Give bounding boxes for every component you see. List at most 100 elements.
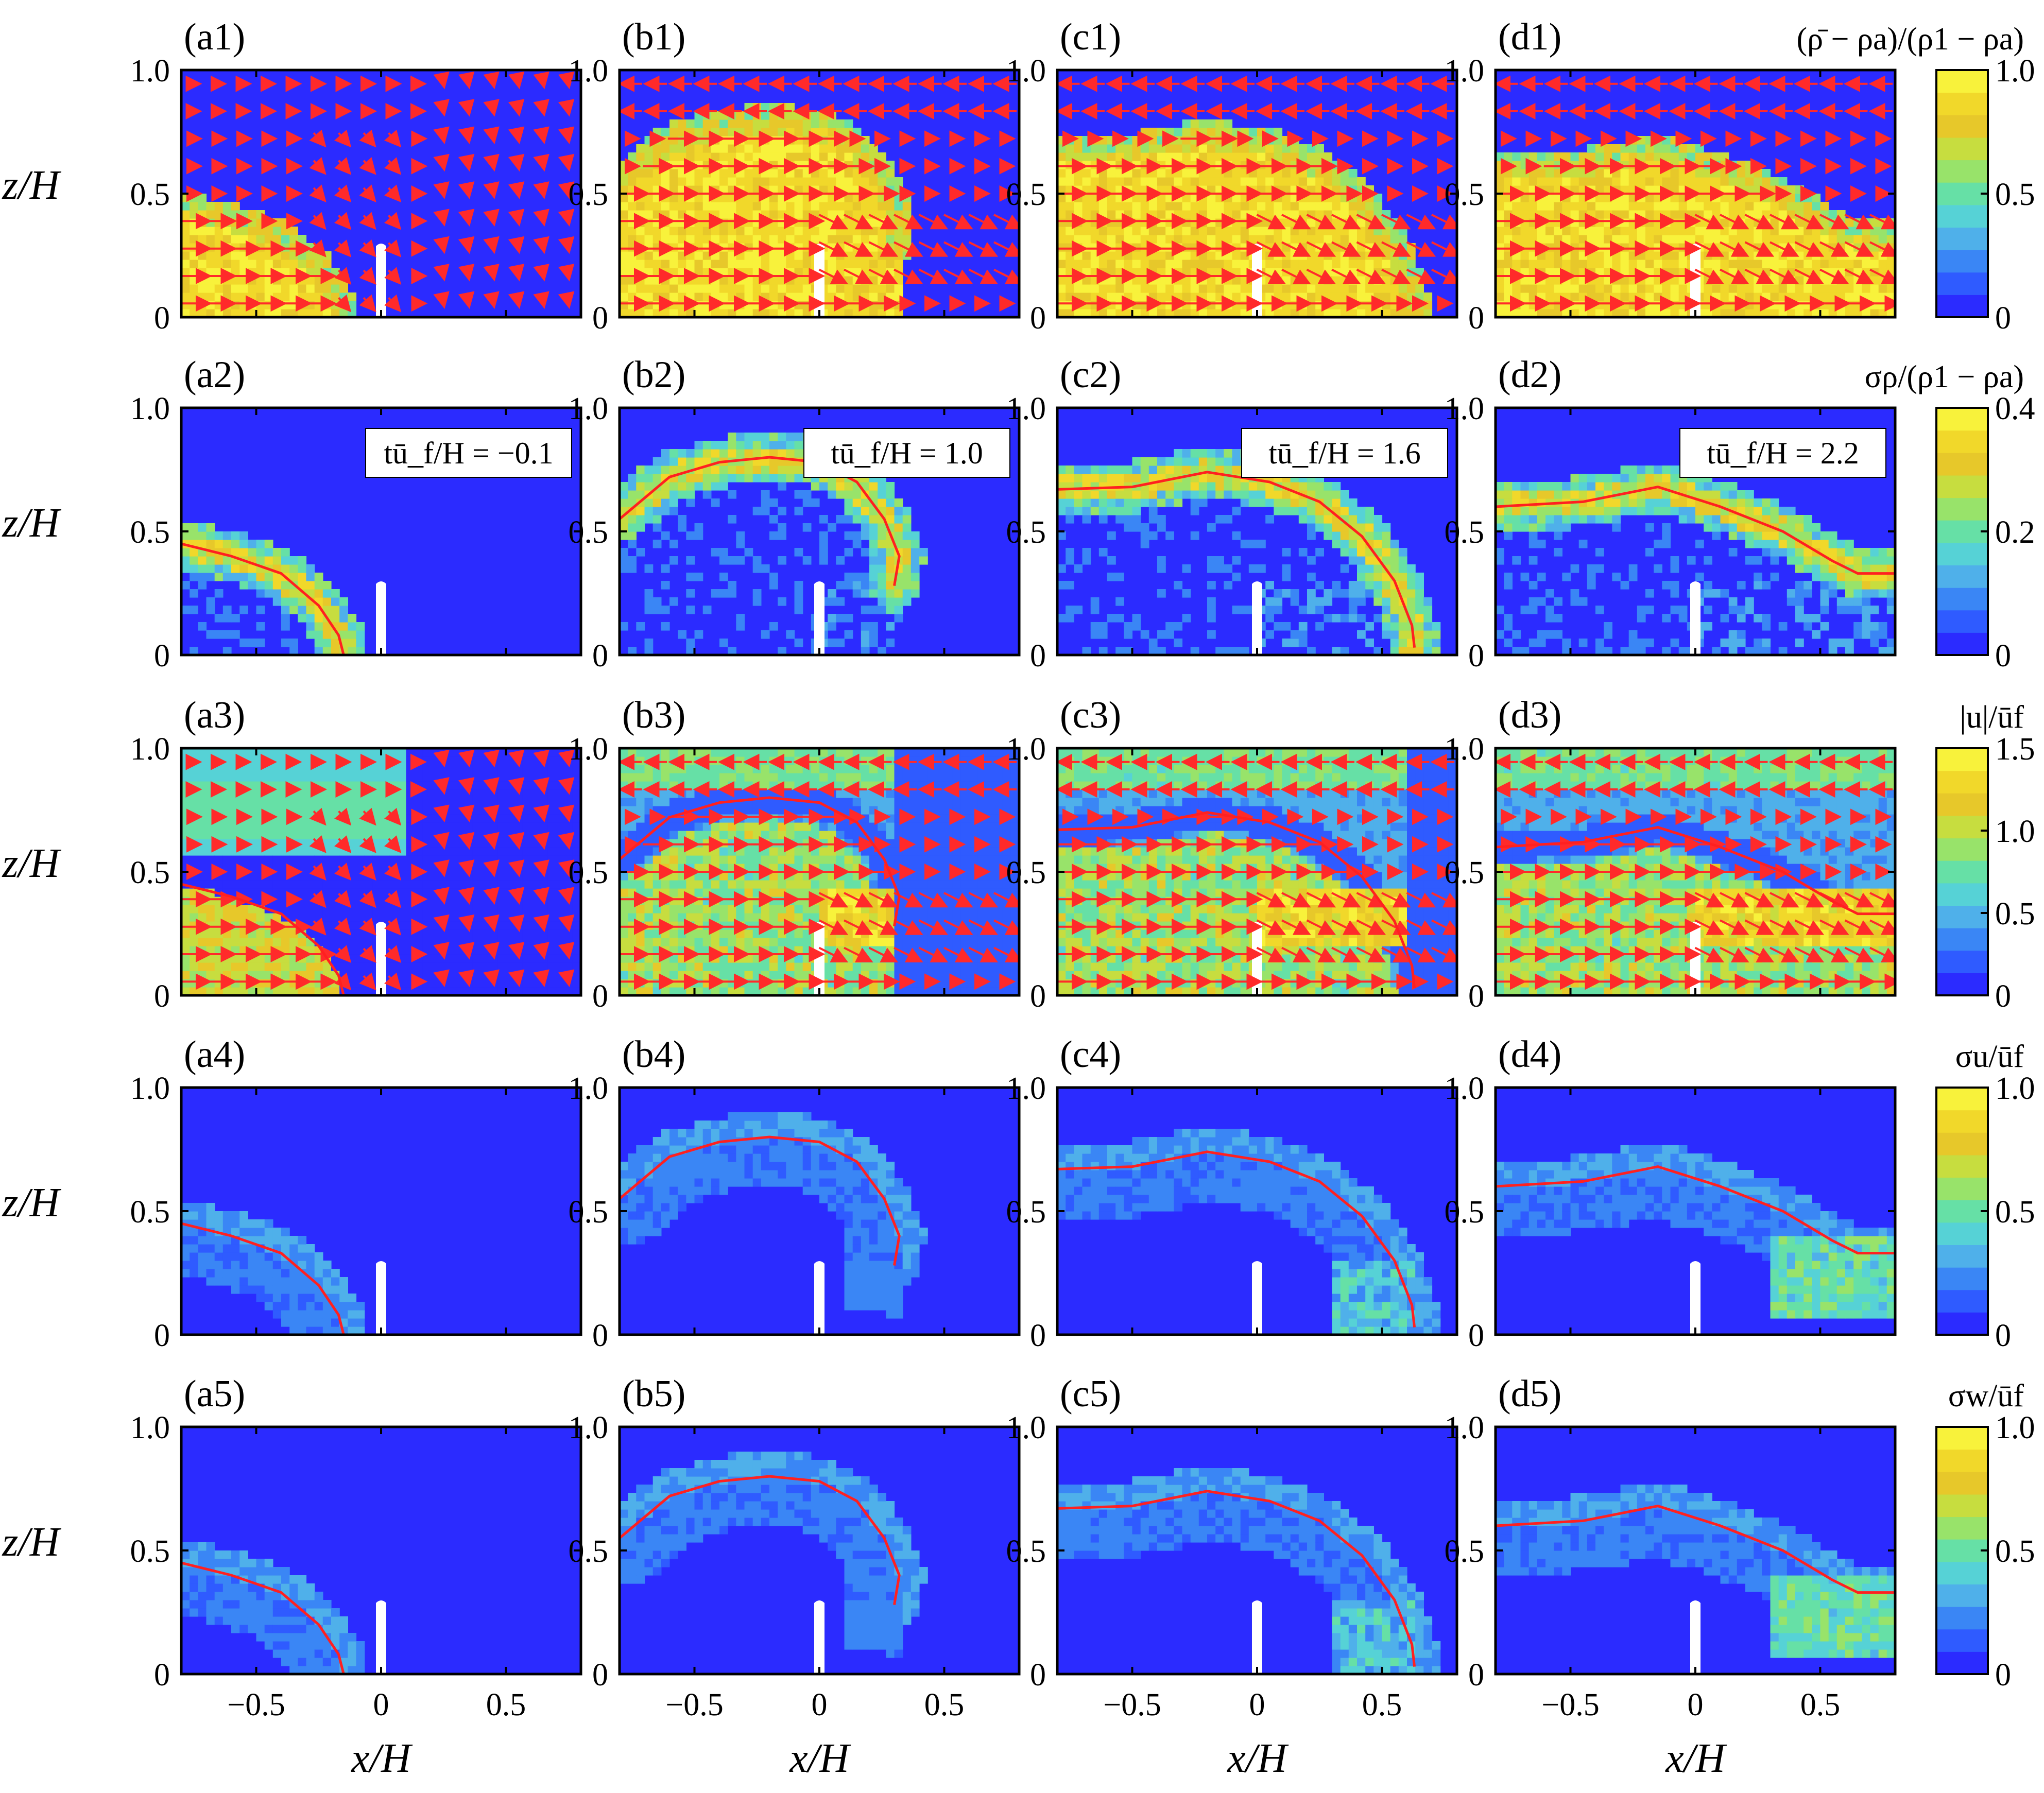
field-cell (895, 276, 903, 285)
field-cell (1165, 482, 1174, 491)
field-cell (845, 548, 853, 557)
field-cell (198, 531, 207, 540)
field-cell (669, 128, 678, 136)
field-cell (795, 441, 803, 450)
field-cell (1165, 227, 1174, 235)
field-cell (836, 128, 845, 136)
field-cell (869, 622, 878, 631)
field-cell (1795, 227, 1804, 235)
field-cell (1324, 490, 1332, 499)
field-cell (1341, 251, 1349, 260)
field-cell (298, 260, 306, 268)
field-cell (645, 169, 654, 178)
field-cell (1671, 210, 1679, 219)
field-cell (728, 194, 736, 202)
field-cell (1423, 622, 1432, 631)
field-cell (878, 606, 886, 614)
field-cell (1341, 235, 1349, 244)
field-cell (1571, 301, 1579, 309)
field-cell (1232, 169, 1241, 178)
heatmap-field (618, 70, 1020, 318)
field-cell (223, 556, 232, 565)
field-cell (1399, 548, 1407, 557)
field-cell (686, 498, 695, 507)
field-cell (1612, 515, 1621, 524)
field-cell (198, 523, 207, 532)
field-cell (1191, 128, 1199, 136)
field-cell (653, 292, 662, 301)
field-cell (1132, 169, 1141, 178)
field-cell (1074, 177, 1083, 186)
field-cell (736, 235, 745, 244)
field-cell (736, 260, 745, 268)
field-cell (1637, 466, 1646, 474)
field-cell (819, 515, 828, 524)
field-cell (1265, 235, 1274, 244)
field-cell (1729, 284, 1738, 293)
field-cell (845, 482, 853, 491)
field-cell (1382, 284, 1391, 293)
field-cell (895, 606, 903, 614)
field-cell (1315, 169, 1324, 178)
field-cell (678, 169, 686, 178)
field-cell (265, 243, 273, 252)
field-cell (753, 128, 762, 136)
field-cell (1829, 235, 1837, 244)
field-cell (761, 111, 770, 120)
field-cell (1182, 119, 1191, 128)
field-cell (231, 292, 240, 301)
field-cell (1879, 292, 1887, 301)
field-cell (828, 251, 836, 260)
field-cell (686, 227, 695, 235)
field-cell (878, 202, 886, 211)
field-cell (1124, 152, 1132, 161)
field-cell (239, 235, 248, 244)
field-cell (1382, 260, 1391, 268)
field-cell (1771, 260, 1779, 268)
field-cell (778, 523, 786, 532)
field-cell (1496, 606, 1504, 614)
field-cell (1629, 284, 1638, 293)
field-cell (795, 276, 803, 285)
field-cell (669, 169, 678, 178)
field-cell (281, 597, 290, 606)
field-cell (745, 136, 753, 145)
field-cell (1671, 556, 1679, 565)
field-cell (1182, 144, 1191, 153)
colorbar-band (1936, 182, 1988, 205)
field-cell (1512, 490, 1521, 499)
field-cell (1595, 218, 1604, 227)
field-cell (1595, 251, 1604, 260)
field-cell (1149, 639, 1158, 647)
field-cell (1745, 251, 1754, 260)
field-cell (869, 523, 878, 532)
field-cell (628, 292, 637, 301)
field-cell (1662, 540, 1671, 548)
panel-a1: 00.51.0(a1)z/H (2, 16, 581, 336)
field-cell (1307, 292, 1316, 301)
field-cell (1795, 185, 1804, 194)
field-cell (1721, 284, 1729, 293)
field-cell (1232, 482, 1241, 491)
field-cell (778, 482, 786, 491)
field-cell (1174, 136, 1182, 145)
field-cell (853, 177, 862, 186)
field-cell (1141, 540, 1149, 548)
field-cell (1282, 177, 1291, 186)
field-cell (786, 474, 795, 482)
field-cell (1415, 581, 1424, 590)
field-cell (306, 243, 315, 252)
field-cell (1853, 251, 1862, 260)
field-cell (661, 235, 670, 244)
field-cell (853, 498, 862, 507)
field-cell (1604, 243, 1612, 252)
field-cell (1604, 218, 1612, 227)
field-cell (1745, 161, 1754, 169)
field-cell (323, 284, 332, 293)
velocity-arrow (518, 247, 519, 250)
field-cell (198, 573, 207, 581)
field-cell (1307, 284, 1316, 293)
field-cell (628, 243, 637, 252)
field-cell (1199, 251, 1208, 260)
field-cell (795, 210, 803, 219)
